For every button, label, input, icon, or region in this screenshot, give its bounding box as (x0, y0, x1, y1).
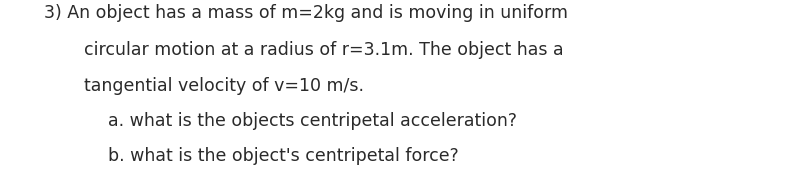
Text: 3) An object has a mass of m=2kg and is moving in uniform: 3) An object has a mass of m=2kg and is … (44, 4, 568, 22)
Text: tangential velocity of v=10 m/s.: tangential velocity of v=10 m/s. (84, 77, 364, 95)
Text: a. what is the objects centripetal acceleration?: a. what is the objects centripetal accel… (108, 112, 517, 130)
Text: b. what is the object's centripetal force?: b. what is the object's centripetal forc… (108, 147, 458, 165)
Text: circular motion at a radius of r=3.1m. The object has a: circular motion at a radius of r=3.1m. T… (84, 41, 564, 59)
